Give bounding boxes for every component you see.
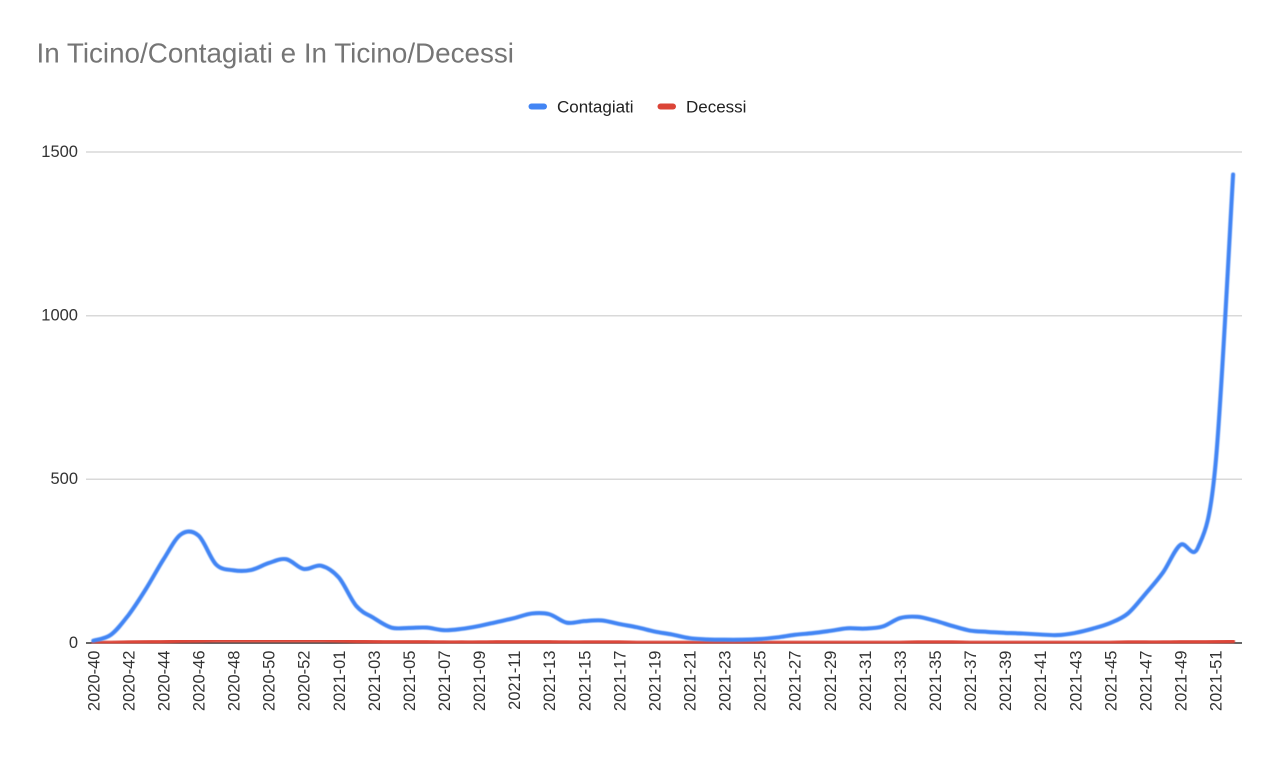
svg-text:2021-47: 2021-47: [1137, 651, 1155, 712]
svg-text:2020-44: 2020-44: [155, 651, 173, 712]
svg-text:2021-15: 2021-15: [576, 651, 594, 712]
svg-text:2021-05: 2021-05: [401, 651, 419, 712]
svg-text:2021-25: 2021-25: [752, 651, 770, 712]
svg-text:2021-09: 2021-09: [471, 651, 489, 712]
svg-text:2021-23: 2021-23: [717, 651, 735, 712]
svg-text:2020-52: 2020-52: [296, 651, 314, 712]
svg-text:2021-11: 2021-11: [506, 651, 524, 710]
svg-text:2020-46: 2020-46: [191, 651, 209, 712]
svg-text:2021-27: 2021-27: [787, 651, 805, 712]
svg-text:2021-01: 2021-01: [331, 651, 349, 712]
svg-text:2021-31: 2021-31: [857, 651, 875, 712]
svg-text:2021-35: 2021-35: [927, 651, 945, 712]
svg-text:2021-03: 2021-03: [366, 651, 384, 712]
svg-text:2021-17: 2021-17: [611, 651, 629, 712]
svg-text:2021-51: 2021-51: [1208, 651, 1226, 712]
svg-text:2021-49: 2021-49: [1173, 651, 1191, 712]
svg-text:2020-48: 2020-48: [226, 651, 244, 712]
svg-text:2021-07: 2021-07: [436, 651, 454, 712]
svg-text:2021-45: 2021-45: [1102, 651, 1120, 712]
svg-text:2021-37: 2021-37: [962, 651, 980, 712]
svg-text:Contagiati: Contagiati: [557, 97, 634, 116]
svg-text:500: 500: [50, 470, 78, 488]
svg-text:2021-41: 2021-41: [1032, 651, 1050, 712]
svg-text:In Ticino/Contagiati e In Tici: In Ticino/Contagiati e In Ticino/Decessi: [37, 38, 514, 69]
svg-text:2021-33: 2021-33: [892, 651, 910, 712]
svg-text:2020-40: 2020-40: [85, 651, 103, 712]
svg-text:2021-19: 2021-19: [646, 651, 664, 712]
svg-text:2021-43: 2021-43: [1067, 651, 1085, 712]
svg-text:Decessi: Decessi: [686, 97, 746, 116]
svg-text:2021-29: 2021-29: [822, 651, 840, 712]
svg-text:2020-42: 2020-42: [120, 651, 138, 712]
svg-text:2021-13: 2021-13: [541, 651, 559, 712]
svg-text:2021-21: 2021-21: [682, 651, 700, 712]
svg-text:1000: 1000: [41, 307, 78, 325]
svg-text:1500: 1500: [41, 143, 78, 161]
svg-text:0: 0: [69, 634, 78, 652]
svg-text:2021-39: 2021-39: [997, 651, 1015, 712]
svg-text:2020-50: 2020-50: [261, 651, 279, 712]
